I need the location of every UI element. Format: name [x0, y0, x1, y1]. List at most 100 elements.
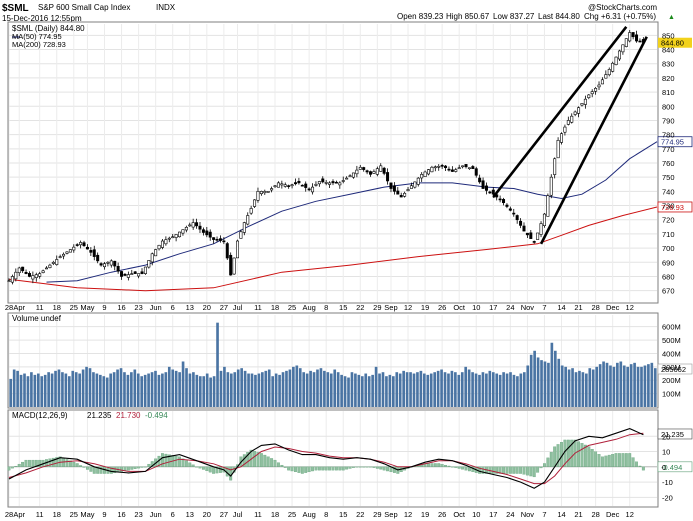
x-tick-label: 15: [339, 510, 347, 519]
candle-body: [546, 195, 550, 217]
histogram-bar: [48, 458, 52, 467]
histogram-bar: [481, 466, 485, 474]
volume-bar: [67, 376, 71, 407]
histogram-bar: [150, 461, 154, 467]
candle-body: [375, 168, 379, 175]
x-tick-label: 13: [186, 510, 194, 519]
volume-tick-label: 600M: [662, 323, 681, 332]
histogram-bar: [328, 466, 332, 471]
candle-body: [590, 91, 594, 95]
macd-tick-label: 20: [662, 432, 670, 441]
histogram-bar: [21, 461, 25, 467]
volume-bar: [429, 373, 433, 407]
volume-bar: [136, 373, 140, 407]
histogram-bar: [604, 455, 608, 467]
histogram-bar: [464, 466, 468, 471]
volume-bar: [653, 368, 657, 407]
volume-bar: [343, 376, 347, 407]
volume-bar: [119, 368, 123, 407]
volume-bar: [464, 366, 468, 407]
ma200-axis-label-bg: [657, 201, 693, 213]
price-tick-label: 840: [662, 46, 675, 55]
histogram-bar: [556, 444, 560, 467]
volume-bar: [295, 365, 299, 407]
candle-body: [89, 250, 93, 253]
x-tick-label: May: [80, 510, 94, 519]
histogram-bar: [311, 466, 314, 472]
candle-body: [491, 189, 495, 195]
volume-bar: [30, 372, 33, 407]
candle-body: [113, 260, 117, 267]
candle-body: [365, 170, 369, 173]
candle-body: [65, 251, 69, 254]
candle-body: [31, 275, 35, 280]
volume-bar: [409, 372, 412, 407]
candle-body: [256, 191, 260, 201]
candle-body: [539, 223, 543, 235]
volume-bar: [209, 377, 212, 407]
histogram-bar: [447, 465, 451, 467]
volume-bar: [402, 370, 405, 407]
volume-bar: [181, 361, 185, 407]
candle-body: [638, 40, 642, 43]
histogram-bar: [294, 466, 297, 473]
volume-bar: [147, 373, 150, 407]
candle-body: [160, 240, 164, 248]
histogram-bar: [304, 466, 308, 473]
x-tick-label: 16: [117, 510, 125, 519]
candle-body: [218, 238, 222, 241]
histogram-bar: [624, 453, 628, 467]
header-low: Low 837.27: [493, 12, 535, 21]
histogram-bar: [362, 466, 366, 468]
histogram-bar: [120, 466, 123, 472]
histogram-bar: [276, 462, 280, 467]
histogram-bar: [618, 453, 621, 467]
histogram-bar: [109, 466, 113, 474]
candle-body: [106, 261, 110, 264]
candle-body: [75, 244, 79, 246]
x-tick-label: 11: [36, 510, 44, 519]
candle-body: [85, 246, 89, 250]
volume-bar: [47, 372, 50, 407]
x-tick-label: 18: [53, 510, 61, 519]
volume-bar: [71, 370, 75, 407]
price-tick-label: 730: [662, 202, 675, 211]
candle-body: [348, 175, 352, 178]
candle-body: [358, 166, 362, 170]
volume-bar: [143, 374, 147, 407]
x-tick-label: 17: [489, 303, 497, 312]
candle-body: [444, 165, 448, 169]
volume-bar: [619, 361, 623, 407]
histogram-bar: [386, 466, 390, 472]
volume-bar: [292, 366, 295, 407]
histogram-bar: [505, 466, 509, 474]
hist-last-label-bg: [657, 461, 693, 473]
volume-bar: [226, 372, 230, 407]
x-tick-label: 9: [102, 510, 106, 519]
volume-bar: [509, 372, 512, 407]
candle-body: [351, 172, 355, 178]
candle-body: [55, 259, 59, 265]
volume-bar: [16, 370, 19, 407]
x-tick-label: 24: [506, 510, 514, 519]
volume-bar: [347, 377, 350, 407]
histogram-bar: [566, 439, 570, 467]
volume-bar: [591, 369, 595, 407]
volume-bar: [33, 374, 37, 407]
candle-body: [48, 264, 52, 268]
histogram-bar: [549, 452, 553, 467]
candle-body: [51, 261, 55, 264]
candle-body: [317, 181, 321, 185]
candle-body: [594, 87, 598, 92]
volume-bar: [367, 376, 371, 407]
candle-body: [433, 166, 437, 169]
histogram-bar: [280, 464, 284, 467]
volume-bar: [381, 372, 385, 407]
volume-bar: [85, 366, 88, 407]
candle-body: [416, 177, 420, 185]
volume-bar: [92, 372, 95, 407]
candle-body: [423, 171, 427, 177]
candle-body: [502, 199, 506, 204]
histogram-bar: [10, 466, 14, 469]
volume-bar: [488, 370, 492, 407]
